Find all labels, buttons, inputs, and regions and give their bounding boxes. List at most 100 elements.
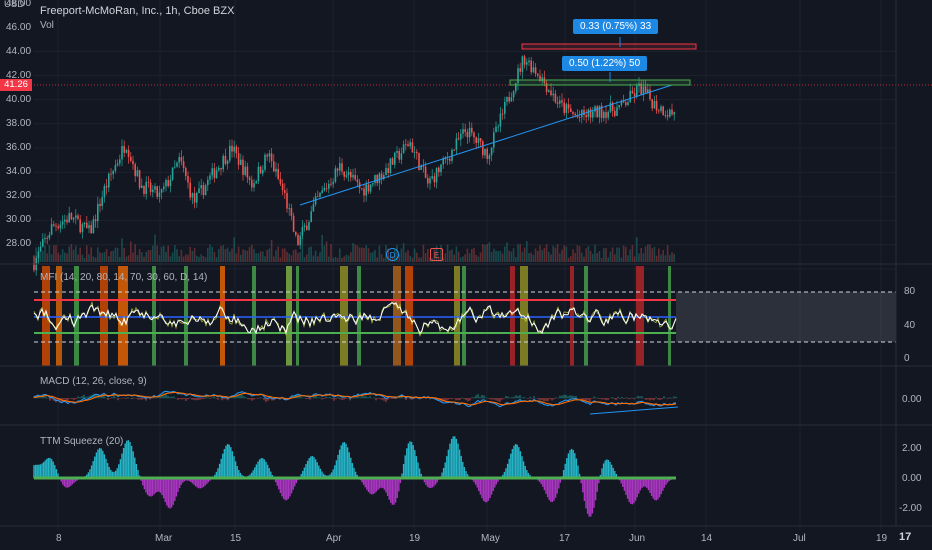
volume-bar xyxy=(380,254,383,262)
volume-bar xyxy=(277,246,279,262)
squeeze-legend[interactable]: TTM Squeeze (20) xyxy=(40,436,124,447)
price-candle xyxy=(391,158,394,165)
squeeze-histogram-bar xyxy=(428,478,430,488)
macd-histogram-bar xyxy=(69,398,71,399)
volume-bar xyxy=(262,251,264,262)
price-candle xyxy=(424,166,427,178)
price-candle xyxy=(587,109,590,118)
mfi-pane[interactable] xyxy=(33,291,896,343)
volume-bar xyxy=(108,256,110,262)
price-candle xyxy=(521,56,524,72)
volume-bar xyxy=(295,249,297,262)
macd-histogram-bar xyxy=(145,398,147,401)
volume-bar xyxy=(438,256,440,262)
volume-bar xyxy=(156,245,158,262)
price-candle xyxy=(517,68,519,84)
support-zone xyxy=(509,79,691,86)
squeeze-histogram-bar xyxy=(633,478,635,504)
squeeze-histogram-bar xyxy=(583,478,586,502)
macd-histogram-bar xyxy=(221,398,223,401)
macd-histogram-bar xyxy=(455,398,457,401)
squeeze-histogram-bar xyxy=(610,464,613,479)
volume-bar xyxy=(215,257,218,262)
price-tick: 42.00 xyxy=(6,70,32,81)
price-candle xyxy=(429,178,431,184)
squeeze-histogram-bar xyxy=(366,478,368,490)
macd-histogram-bar xyxy=(331,398,333,400)
price-candle xyxy=(534,67,537,74)
squeeze-histogram-bar xyxy=(458,449,461,479)
price-candle xyxy=(433,176,436,183)
squeeze-histogram-bar xyxy=(494,478,496,488)
mfi-signal-band xyxy=(405,266,413,366)
volume-bar xyxy=(424,252,427,262)
volume-bar xyxy=(198,256,200,262)
squeeze-histogram-bar xyxy=(190,478,192,483)
mfi-legend[interactable]: MFI (14, 20, 80, 14, 70, 30, 60, D, 14) xyxy=(40,272,208,283)
price-candle xyxy=(431,176,433,179)
squeeze-histogram-bar xyxy=(39,464,42,479)
price-candle xyxy=(466,131,469,138)
volume-bar xyxy=(625,246,627,262)
squeeze-histogram-bar xyxy=(329,474,331,479)
volume-bar xyxy=(132,252,134,262)
squeeze-histogram-bar xyxy=(191,478,194,484)
squeeze-histogram-bar xyxy=(644,478,646,487)
tradingview-logo[interactable]: 17 xyxy=(899,531,912,543)
volume-bar xyxy=(651,248,653,262)
measure-callout-lower[interactable]: 0.50 (1.22%) 50 xyxy=(562,56,648,71)
measure-callout-upper[interactable]: 0.33 (0.75%) 33 xyxy=(573,19,659,34)
squeeze-histogram-bar xyxy=(586,478,589,514)
price-overlays[interactable] xyxy=(34,37,932,206)
macd-histogram-bar xyxy=(345,398,347,399)
macd-histogram-bar xyxy=(443,398,445,402)
price-candle xyxy=(673,112,675,115)
volume-bar xyxy=(281,248,284,262)
squeeze-histogram-bar xyxy=(594,478,597,501)
macd-legend[interactable]: MACD (12, 26, close, 9) xyxy=(40,376,147,387)
squeeze-histogram-bar xyxy=(295,478,298,484)
dividend-event-icon[interactable]: D xyxy=(386,248,399,261)
price-candle xyxy=(211,168,213,176)
squeeze-pane[interactable] xyxy=(33,436,676,517)
price-candles[interactable] xyxy=(33,54,675,276)
macd-histogram-bar xyxy=(195,398,197,401)
volume-bar xyxy=(512,248,515,262)
squeeze-histogram-bar xyxy=(111,471,114,479)
squeeze-histogram-bar xyxy=(622,478,624,487)
price-candle xyxy=(103,186,106,198)
pane-separators[interactable] xyxy=(0,0,932,527)
squeeze-histogram-bar xyxy=(132,451,134,479)
macd-histogram-bar xyxy=(327,397,329,399)
price-candle xyxy=(636,86,638,97)
squeeze-histogram-bar xyxy=(202,478,205,487)
price-candle xyxy=(92,219,95,234)
price-candle xyxy=(490,147,493,156)
macd-histogram-bar xyxy=(559,395,561,399)
price-candle xyxy=(396,151,398,153)
volume-bar xyxy=(114,247,117,262)
squeeze-histogram-bar xyxy=(178,478,181,489)
macd-histogram-bar xyxy=(93,393,95,399)
price-candle xyxy=(114,165,117,171)
macd-pane[interactable] xyxy=(33,390,679,415)
price-candle xyxy=(119,159,121,164)
volume-label[interactable]: Vol xyxy=(40,20,54,31)
price-candle xyxy=(270,153,273,162)
chart-title[interactable]: Freeport-McMoRan, Inc., 1h, Cboe BZX xyxy=(40,5,235,17)
squeeze-histogram-bar xyxy=(106,463,109,479)
macd-histogram-bar xyxy=(223,398,225,400)
mfi-signal-band xyxy=(296,266,299,366)
volume-bar xyxy=(508,250,510,262)
mfi-signal-band xyxy=(454,266,460,366)
macd-histogram-bar xyxy=(515,395,517,399)
earnings-event-icon[interactable]: E xyxy=(430,248,443,261)
volume-bar xyxy=(671,252,673,262)
squeeze-histogram-bar xyxy=(226,444,229,479)
squeeze-histogram-bar xyxy=(550,478,552,502)
mfi-signal-band xyxy=(636,266,644,366)
macd-histogram-bar xyxy=(239,395,241,399)
macd-histogram-bar xyxy=(47,398,49,399)
price-candle xyxy=(308,222,310,230)
